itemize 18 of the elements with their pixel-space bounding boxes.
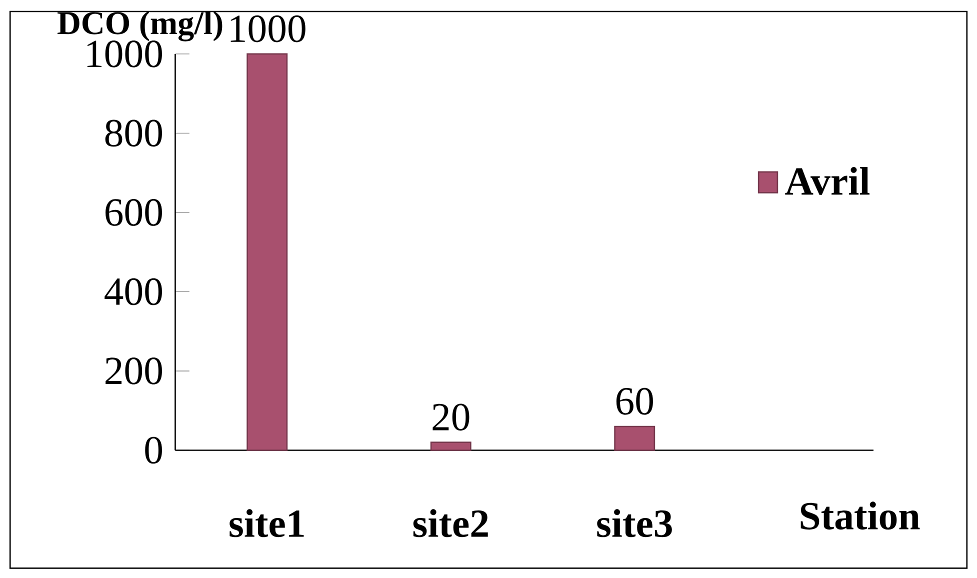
y-tick-label: 800: [105, 120, 162, 146]
y-tick-label: 1000: [87, 40, 162, 68]
bar: [246, 53, 288, 451]
y-axis-title: DCO (mg/l): [58, 10, 222, 42]
y-tick-label: 600: [106, 198, 162, 226]
x-tick-label: site2: [413, 509, 488, 537]
data-label: 20: [432, 404, 470, 430]
x-axis-title: Station: [800, 501, 920, 530]
x-tick-label: site1: [230, 509, 304, 537]
bar: [614, 426, 656, 451]
legend-label: Avril: [785, 166, 870, 195]
data-label: 60: [616, 388, 653, 415]
bar: [430, 442, 472, 451]
y-tick-label: 200: [106, 357, 162, 384]
data-label: 1000: [230, 15, 306, 42]
x-tick-label: site3: [597, 509, 672, 537]
y-tick-label: 400: [104, 278, 162, 305]
y-tick-label: 0: [145, 436, 162, 464]
